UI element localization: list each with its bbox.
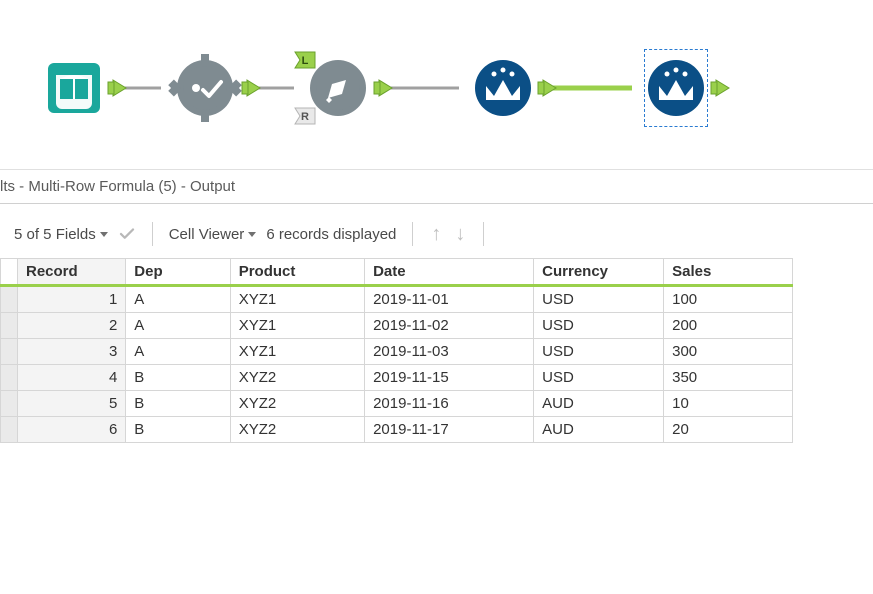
- cell[interactable]: 2019-11-03: [365, 339, 534, 365]
- row-handle[interactable]: [1, 391, 18, 417]
- fields-label: 5 of 5 Fields: [14, 226, 96, 243]
- cell[interactable]: 2019-11-02: [365, 313, 534, 339]
- anchor-r-icon: R: [295, 108, 315, 124]
- cell[interactable]: 10: [664, 391, 793, 417]
- cell[interactable]: XYZ1: [230, 339, 364, 365]
- cell[interactable]: 2019-11-15: [365, 365, 534, 391]
- cell[interactable]: XYZ1: [230, 313, 364, 339]
- svg-text:R: R: [301, 111, 309, 123]
- cell[interactable]: B: [126, 391, 230, 417]
- results-table[interactable]: Record Dep Product Date Currency Sales 1…: [0, 258, 793, 443]
- workflow-canvas[interactable]: L R: [0, 0, 873, 170]
- record-number: 5: [18, 391, 126, 417]
- workflow-svg: L R: [0, 0, 873, 170]
- fields-dropdown[interactable]: 5 of 5 Fields: [14, 226, 108, 243]
- record-number: 4: [18, 365, 126, 391]
- cell[interactable]: 200: [664, 313, 793, 339]
- tool-multirow-formula[interactable]: [475, 60, 531, 116]
- cell[interactable]: AUD: [534, 417, 664, 443]
- cellviewer-label: Cell Viewer: [169, 226, 245, 243]
- nav-down-icon[interactable]: ↓: [453, 223, 467, 246]
- cell[interactable]: USD: [534, 365, 664, 391]
- table-row[interactable]: 6BXYZ22019-11-17AUD20: [1, 417, 793, 443]
- cell[interactable]: A: [126, 286, 230, 313]
- cell[interactable]: XYZ2: [230, 365, 364, 391]
- col-header[interactable]: Date: [365, 259, 534, 286]
- col-record[interactable]: Record: [18, 259, 126, 286]
- cell[interactable]: 300: [664, 339, 793, 365]
- tool-input-data[interactable]: [48, 63, 100, 113]
- toolbar-divider: [152, 222, 153, 246]
- tool-formula[interactable]: [310, 60, 366, 116]
- caret-down-icon: [248, 232, 256, 237]
- cell[interactable]: A: [126, 313, 230, 339]
- table-row[interactable]: 2AXYZ12019-11-02USD200: [1, 313, 793, 339]
- record-number: 2: [18, 313, 126, 339]
- row-handle[interactable]: [1, 313, 18, 339]
- col-header[interactable]: Sales: [664, 259, 793, 286]
- cell[interactable]: USD: [534, 313, 664, 339]
- cellviewer-dropdown[interactable]: Cell Viewer: [169, 226, 257, 243]
- cell[interactable]: B: [126, 417, 230, 443]
- cell[interactable]: XYZ1: [230, 286, 364, 313]
- toolbar-divider: [483, 222, 484, 246]
- cell[interactable]: USD: [534, 339, 664, 365]
- row-handle[interactable]: [1, 417, 18, 443]
- caret-down-icon: [100, 232, 108, 237]
- cell[interactable]: 20: [664, 417, 793, 443]
- results-panel-title: lts - Multi-Row Formula (5) - Output: [0, 170, 873, 204]
- col-header[interactable]: Dep: [126, 259, 230, 286]
- table-row[interactable]: 1AXYZ12019-11-01USD100: [1, 286, 793, 313]
- table-row[interactable]: 5BXYZ22019-11-16AUD10: [1, 391, 793, 417]
- col-header[interactable]: Currency: [534, 259, 664, 286]
- toolbar-divider: [412, 222, 413, 246]
- cell[interactable]: 2019-11-16: [365, 391, 534, 417]
- row-handle[interactable]: [1, 286, 18, 313]
- cell[interactable]: USD: [534, 286, 664, 313]
- record-number: 1: [18, 286, 126, 313]
- anchor-l-icon: L: [295, 52, 315, 68]
- record-number: 6: [18, 417, 126, 443]
- apply-check-icon[interactable]: [118, 225, 136, 243]
- row-handle[interactable]: [1, 365, 18, 391]
- cell[interactable]: B: [126, 365, 230, 391]
- tool-select[interactable]: [168, 54, 242, 122]
- cell[interactable]: XYZ2: [230, 391, 364, 417]
- cell[interactable]: 350: [664, 365, 793, 391]
- col-header[interactable]: Product: [230, 259, 364, 286]
- nav-up-icon[interactable]: ↑: [429, 223, 443, 246]
- cell[interactable]: A: [126, 339, 230, 365]
- row-handle-header: [1, 259, 18, 286]
- out-anchor-icon: [711, 80, 729, 96]
- table-row[interactable]: 4BXYZ22019-11-15USD350: [1, 365, 793, 391]
- out-anchor-icon: [538, 80, 556, 96]
- out-anchor-icon: [108, 80, 126, 96]
- cell[interactable]: AUD: [534, 391, 664, 417]
- table-row[interactable]: 3AXYZ12019-11-03USD300: [1, 339, 793, 365]
- records-displayed-label: 6 records displayed: [266, 226, 396, 243]
- cell[interactable]: 2019-11-01: [365, 286, 534, 313]
- in-out-anchor-icon: [242, 80, 260, 96]
- cell[interactable]: XYZ2: [230, 417, 364, 443]
- record-number: 3: [18, 339, 126, 365]
- cell[interactable]: 100: [664, 286, 793, 313]
- cell[interactable]: 2019-11-17: [365, 417, 534, 443]
- row-handle[interactable]: [1, 339, 18, 365]
- out-anchor-icon: [374, 80, 392, 96]
- svg-text:L: L: [302, 55, 309, 67]
- selection-outline: [644, 49, 708, 127]
- results-toolbar: 5 of 5 Fields Cell Viewer 6 records disp…: [0, 218, 873, 258]
